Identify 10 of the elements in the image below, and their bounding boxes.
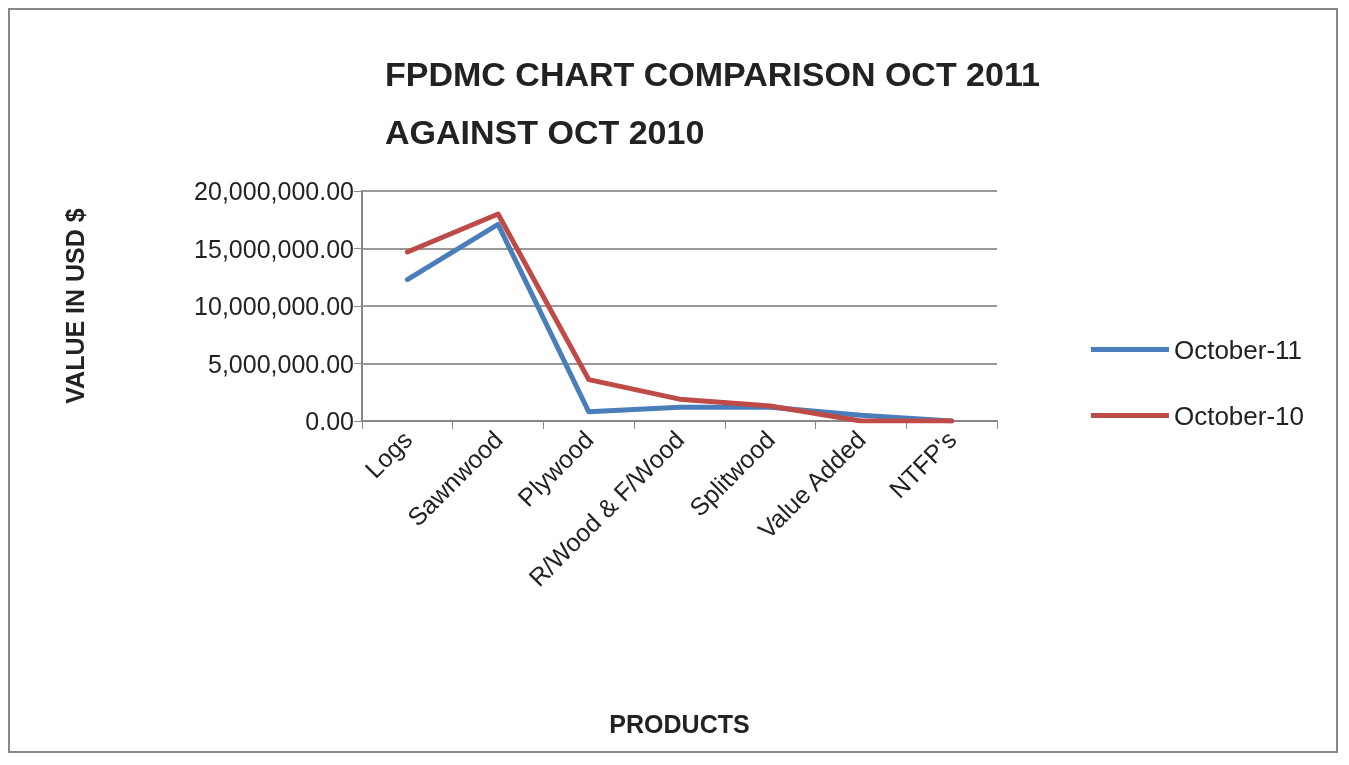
x-axis-title: PRODUCTS [609,709,750,738]
y-tick-label: 15,000,000.00 [194,234,354,263]
y-tick-label: 10,000,000.00 [194,292,354,320]
y-axis-title: VALUE IN USD $ [60,208,89,404]
chart-title: FPDMC CHART COMPARISON OCT 2011 AGAINST OCT 2010 [385,55,1050,151]
legend-label: October-11 [1173,334,1303,365]
legend-label: October-10 [1173,400,1305,431]
y-tick-label: 0.00 [305,407,354,435]
y-tick-label: 20,000,000.00 [194,177,354,205]
y-tick-label: 5,000,000.00 [208,349,354,378]
